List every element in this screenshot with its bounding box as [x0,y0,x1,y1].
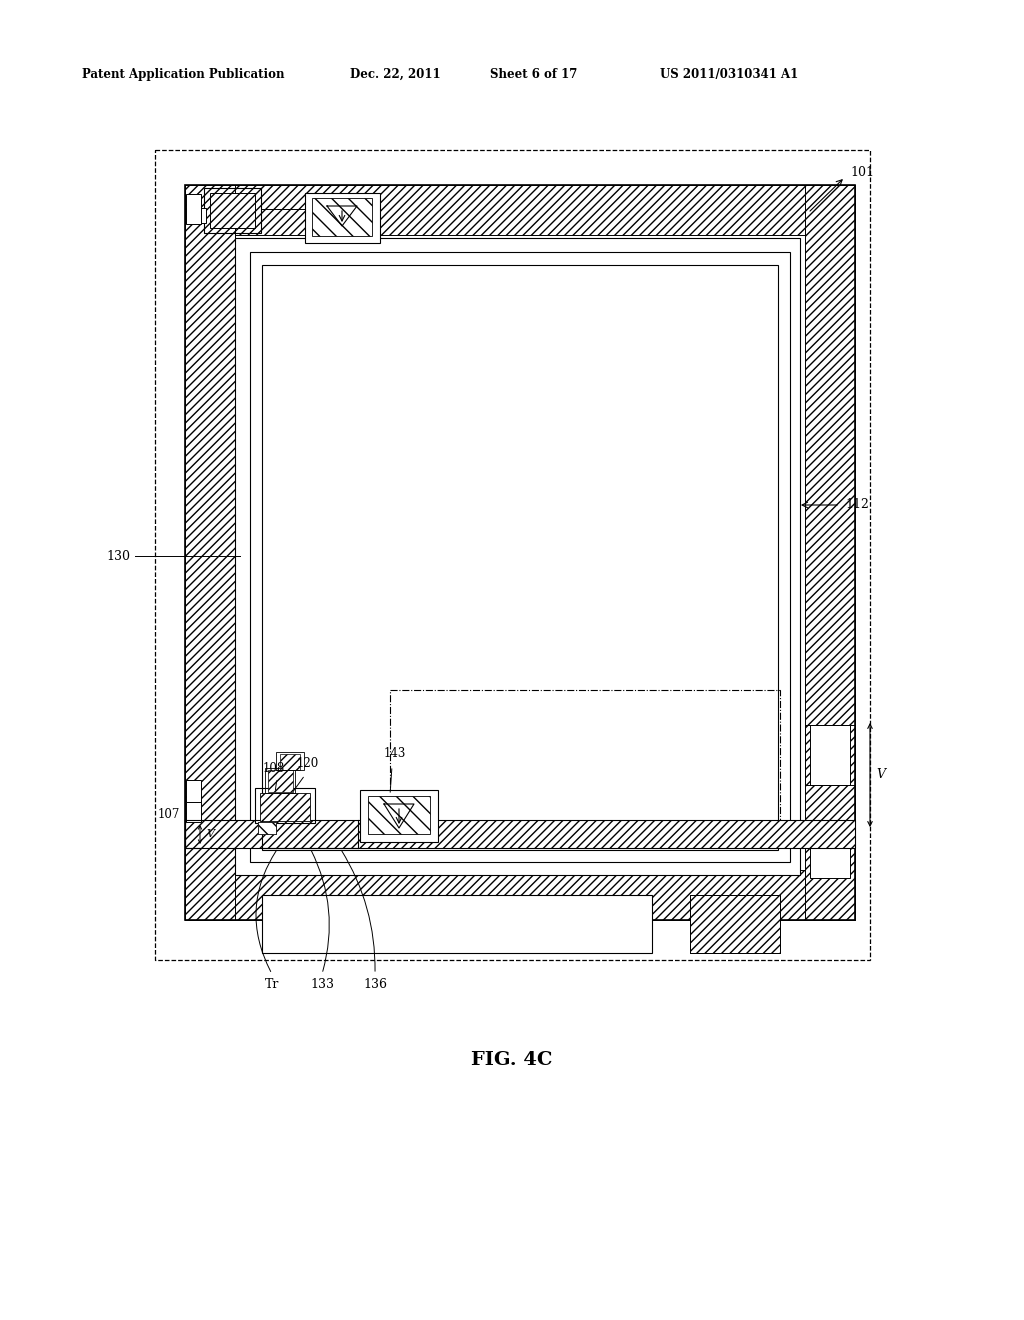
Bar [185,820,855,847]
Bar [185,820,855,847]
Text: 101: 101 [850,165,874,178]
Text: V: V [206,829,214,840]
Bar [185,870,855,920]
Bar [185,185,855,920]
Bar [805,185,855,920]
Bar [305,193,380,243]
Text: 130: 130 [106,549,130,562]
Bar [810,840,850,878]
Text: 108: 108 [263,762,285,775]
Bar [204,187,261,234]
Bar [186,194,201,224]
Bar [368,796,430,834]
Bar [810,725,850,785]
Bar [185,185,234,920]
Bar [210,193,255,228]
Text: 112: 112 [845,499,869,511]
Bar [185,185,855,235]
Bar [258,822,276,834]
Bar [258,822,276,834]
Text: 143: 143 [384,747,407,760]
Bar [265,768,295,793]
Text: FIG. 4C: FIG. 4C [471,1051,553,1069]
Bar [234,238,800,875]
Bar [280,754,300,770]
Text: Tr: Tr [265,978,280,991]
Text: 133: 133 [310,978,334,991]
Text: Sheet 6 of 17: Sheet 6 of 17 [490,69,578,81]
Text: 120: 120 [297,756,319,770]
Text: 107: 107 [158,808,180,821]
Bar [690,895,780,953]
Bar [255,788,315,822]
Text: Dec. 22, 2011: Dec. 22, 2011 [350,69,440,81]
Bar [186,800,201,822]
Bar [360,789,438,842]
Text: US 2011/0310341 A1: US 2011/0310341 A1 [660,69,799,81]
Text: Patent Application Publication: Patent Application Publication [82,69,285,81]
Bar [268,770,293,792]
Bar [262,895,652,953]
Bar [262,265,778,850]
Text: 136: 136 [362,978,387,991]
Bar [186,209,206,223]
Bar [276,752,304,770]
Bar [155,150,870,960]
Bar [805,725,855,785]
Bar [260,793,310,821]
Bar [250,252,790,862]
Bar [690,895,780,953]
Text: V: V [876,768,885,781]
Bar [312,198,372,236]
Bar [390,690,780,830]
Bar [186,780,201,803]
